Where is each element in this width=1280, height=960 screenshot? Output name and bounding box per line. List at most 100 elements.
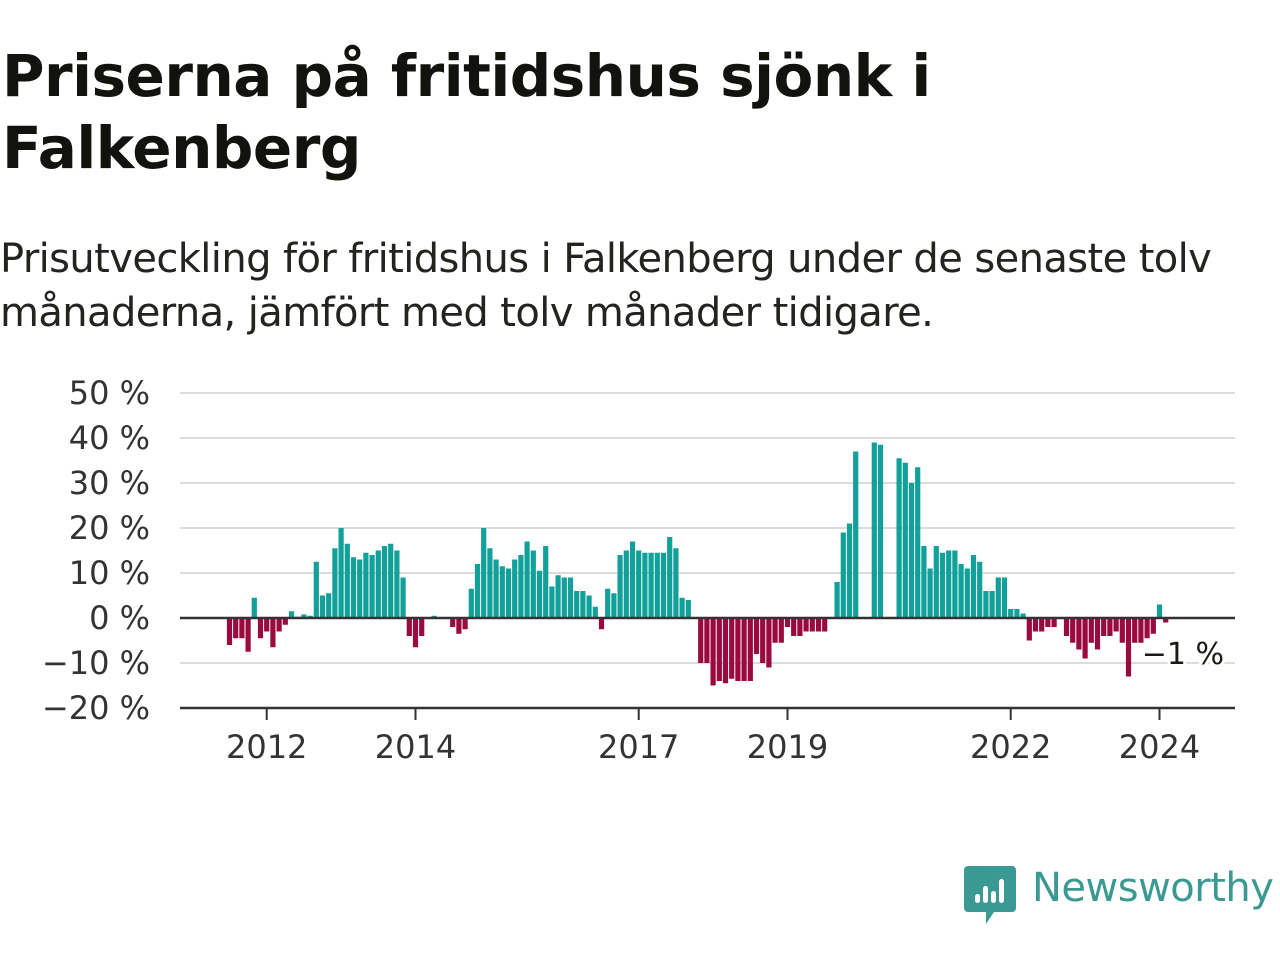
y-tick-label: 30 % (69, 464, 150, 502)
bar (549, 586, 555, 618)
bar (1076, 618, 1082, 650)
bar (747, 618, 753, 681)
bar (1088, 618, 1094, 643)
bar (679, 597, 685, 618)
bar (933, 546, 939, 618)
bar (1001, 577, 1008, 618)
bar (741, 618, 747, 681)
bar (939, 552, 946, 618)
bar (239, 618, 245, 639)
bar (964, 568, 970, 618)
bars (226, 442, 1169, 686)
bar (989, 591, 995, 618)
bar (927, 568, 933, 618)
y-tick-label: 20 % (69, 509, 150, 547)
bar (946, 550, 952, 618)
bar (710, 618, 716, 686)
bar (970, 555, 977, 618)
bar (815, 618, 822, 632)
bar (400, 577, 406, 618)
bar (1026, 618, 1032, 641)
bar (1125, 618, 1132, 677)
bar (871, 442, 877, 618)
bar (722, 618, 729, 684)
bar (629, 541, 636, 618)
bar (1045, 618, 1051, 627)
bar (487, 548, 493, 618)
bar (840, 532, 846, 618)
bar (233, 618, 239, 639)
bar (791, 618, 797, 636)
bar (264, 618, 270, 632)
bar (518, 555, 524, 618)
bar (1082, 618, 1088, 659)
bar (574, 591, 580, 618)
bar (1113, 618, 1119, 632)
bar (350, 557, 357, 618)
bar (567, 577, 574, 618)
bar (766, 618, 772, 668)
x-tick-label: 2012 (226, 728, 307, 766)
bar (257, 618, 264, 639)
bar (555, 575, 561, 618)
bar (803, 618, 809, 632)
bar (406, 618, 412, 636)
bar-chart: 50 %40 %30 %20 %10 %0 %−10 %−20 % 2012 20… (42, 374, 1235, 766)
bar (1101, 618, 1107, 636)
x-tick-label: 2014 (375, 728, 456, 766)
bar (301, 614, 307, 618)
bar (642, 552, 648, 618)
bar (369, 555, 375, 618)
bar (288, 611, 295, 618)
bar (450, 618, 456, 627)
bar (778, 618, 784, 643)
y-tick-label: −20 % (42, 689, 150, 727)
x-axis-labels: 2012 2014 2017 2019 2022 2024 (226, 708, 1200, 766)
bar (338, 528, 344, 618)
bar (809, 618, 815, 632)
y-tick-label: −10 % (42, 644, 150, 682)
bar (468, 588, 474, 618)
bar (958, 564, 964, 618)
bar (276, 618, 282, 632)
bar (797, 618, 803, 636)
bar (834, 582, 840, 618)
bar (784, 618, 791, 627)
bar (561, 577, 567, 618)
axes (180, 616, 1235, 710)
bar (896, 458, 902, 618)
y-axis-labels: 50 % 40 % 30 % 20 % 10 % 0 % −10 % −20 % (42, 374, 150, 727)
bar (474, 564, 481, 618)
bar (1132, 618, 1138, 643)
bar (654, 552, 660, 618)
bar (1156, 604, 1163, 618)
bar (592, 606, 598, 618)
bar (357, 559, 363, 618)
bar (1144, 618, 1150, 639)
bar (760, 618, 766, 663)
bar (493, 559, 499, 618)
bar (753, 618, 760, 654)
bar (598, 618, 605, 630)
bar (419, 618, 425, 636)
bar (313, 561, 319, 618)
x-tick-label: 2022 (970, 728, 1051, 766)
bar (524, 541, 530, 618)
bar (245, 618, 251, 652)
bar (1119, 618, 1125, 643)
bar (1051, 618, 1057, 627)
bar (580, 591, 586, 618)
bar (1070, 618, 1076, 643)
bar (1032, 618, 1039, 632)
bar (536, 570, 543, 618)
bar (481, 528, 487, 618)
bar (853, 451, 859, 618)
newsworthy-logo-icon (964, 866, 1016, 924)
bar (660, 552, 667, 618)
bar (673, 548, 679, 618)
bar (319, 595, 326, 618)
newsworthy-logo-text: Newsworthy (1032, 865, 1274, 911)
bar (394, 550, 400, 618)
bar (729, 618, 735, 679)
bar (1014, 609, 1020, 618)
